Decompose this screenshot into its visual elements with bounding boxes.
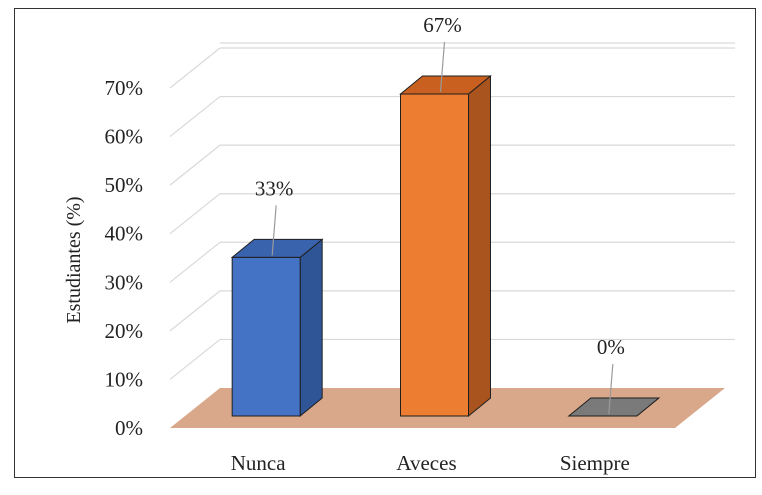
gridline-diag [169, 96, 221, 138]
y-tick-label: 0% [115, 416, 143, 440]
bar-siempre [567, 397, 661, 417]
gridline-diag [169, 290, 221, 332]
bar-top [567, 397, 661, 417]
gridline-diag [169, 241, 221, 283]
data-label: 33% [255, 176, 294, 200]
bar-nunca [230, 238, 324, 418]
bar-aveces [399, 74, 492, 418]
y-tick-label: 60% [105, 125, 144, 149]
data-label: 0% [597, 335, 625, 359]
x-category-label: Aveces [396, 451, 456, 475]
gridline-diag [169, 47, 221, 89]
y-tick-label: 70% [105, 76, 144, 100]
x-category-label: Nunca [231, 451, 286, 475]
bar-front [231, 256, 301, 417]
bars [230, 74, 661, 418]
leader-line [608, 363, 614, 415]
gridline-diag [169, 193, 221, 235]
x-category-label: Siempre [560, 451, 630, 475]
data-label: 67% [423, 13, 462, 37]
y-axis-title: Estudiantes (%) [63, 196, 85, 323]
labels: 0% 10% 20% 30% 40% 50% 60% 70% 33% Nunca 67% Aveces… [105, 13, 630, 475]
bar-front [400, 93, 469, 417]
bar-side [299, 238, 323, 418]
y-tick-label: 30% [105, 270, 144, 294]
bar-side [468, 74, 491, 418]
y-tick-label: 50% [105, 173, 144, 197]
leader-line [439, 41, 446, 93]
y-tick-label: 40% [105, 222, 144, 246]
leader-line [271, 205, 277, 256]
gridline-diag [169, 338, 221, 380]
gridline-diag [169, 144, 221, 186]
y-tick-label: 20% [105, 319, 144, 343]
y-tick-label: 10% [105, 367, 144, 391]
